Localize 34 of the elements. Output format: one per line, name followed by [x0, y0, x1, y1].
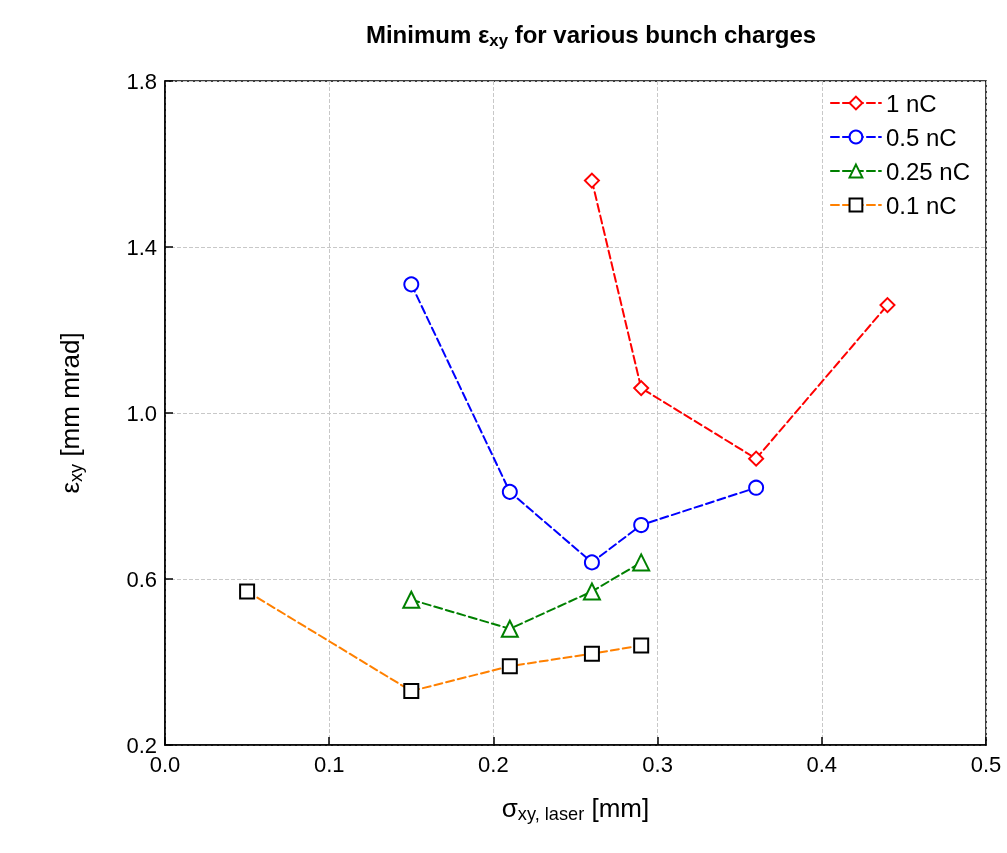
point — [748, 450, 765, 467]
point — [402, 590, 421, 609]
y-tick-label: 0.6 — [126, 566, 157, 592]
point — [583, 554, 600, 571]
y-tick-label: 0.2 — [126, 732, 157, 758]
point — [501, 658, 518, 675]
y-tick-label: 1.0 — [126, 400, 157, 426]
y-tick-label: 1.8 — [126, 68, 157, 94]
point — [633, 517, 650, 534]
point — [633, 380, 650, 397]
x-tick-label: 0.4 — [806, 751, 838, 777]
point — [632, 553, 651, 572]
x-tick-label: 0.3 — [642, 751, 673, 777]
legend-label: 0.25 nC — [885, 157, 970, 185]
point — [582, 582, 601, 601]
x-tick-label: 0.2 — [478, 751, 509, 777]
point — [500, 619, 519, 638]
point — [403, 683, 420, 700]
legend-label: 1 nC — [885, 89, 937, 117]
y-tick-label: 1.4 — [126, 234, 157, 260]
y-axis-title: εxy [mm mrad] — [55, 332, 86, 494]
point — [403, 276, 420, 293]
point — [633, 637, 650, 654]
point — [583, 172, 600, 189]
point — [879, 297, 896, 314]
point — [239, 583, 256, 600]
point — [748, 479, 765, 496]
x-tick-label: 0.1 — [313, 751, 345, 777]
x-tick-label: 0.5 — [970, 751, 1002, 777]
point — [583, 645, 600, 662]
x-axis-title: σxy, laser [mm] — [501, 792, 650, 824]
point — [501, 483, 518, 500]
legend-label: 0.5 nC — [885, 123, 957, 151]
legend-label: 0.1 nC — [885, 191, 957, 219]
